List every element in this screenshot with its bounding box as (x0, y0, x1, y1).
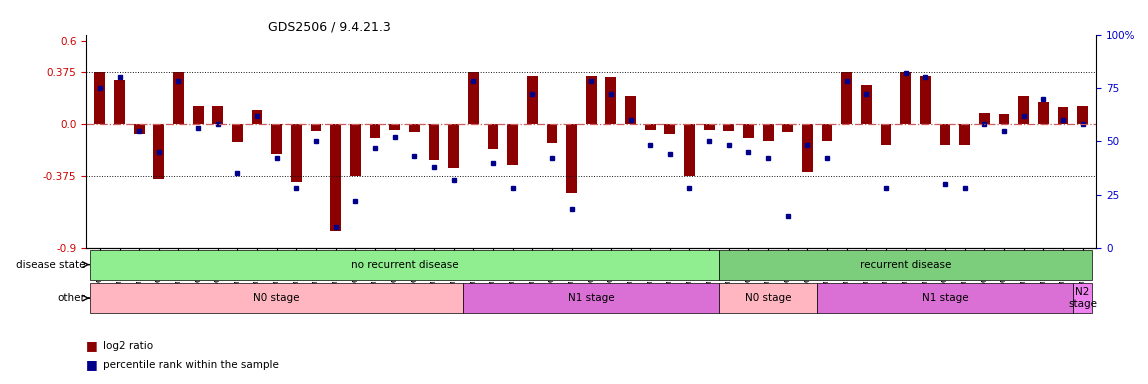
Bar (802, 124, 813, 172)
Text: disease state: disease state (16, 260, 86, 270)
Text: N0 stage: N0 stage (745, 293, 791, 303)
Bar (1057, 108, 1069, 124)
Bar (134, 124, 145, 134)
Bar (350, 124, 360, 176)
Bar (900, 72, 912, 124)
Bar (782, 124, 793, 132)
Bar (1038, 102, 1048, 124)
Bar (173, 72, 184, 124)
Bar (1018, 96, 1029, 124)
Bar (723, 124, 735, 131)
Bar (464, 283, 719, 313)
Bar (881, 124, 892, 145)
Bar (605, 77, 616, 124)
Bar (719, 250, 1093, 280)
Text: other: other (57, 293, 86, 303)
Text: ■: ■ (86, 339, 98, 352)
Bar (370, 124, 380, 138)
Text: ■: ■ (86, 358, 98, 371)
Text: N2
stage: N2 stage (1068, 287, 1097, 309)
Bar (704, 124, 714, 129)
Bar (311, 124, 321, 131)
Text: GDS2506 / 9.4.21.3: GDS2506 / 9.4.21.3 (267, 20, 390, 33)
Text: N1 stage: N1 stage (568, 293, 614, 303)
Bar (626, 96, 636, 124)
Bar (665, 124, 675, 134)
Bar (114, 80, 125, 124)
Bar (817, 283, 1072, 313)
Bar (507, 124, 518, 165)
Text: no recurrent disease: no recurrent disease (350, 260, 458, 270)
Bar (193, 106, 203, 124)
Bar (428, 124, 440, 160)
Bar (762, 124, 774, 141)
Bar (960, 124, 970, 145)
Bar (331, 124, 341, 231)
Bar (566, 124, 577, 193)
Bar (409, 124, 420, 132)
Bar (251, 110, 263, 124)
Bar (920, 76, 931, 124)
Bar (546, 124, 557, 143)
Bar (841, 72, 852, 124)
Bar (585, 76, 597, 124)
Bar (468, 72, 479, 124)
Bar (743, 124, 754, 138)
Text: recurrent disease: recurrent disease (860, 260, 952, 270)
Bar (1072, 283, 1093, 313)
Bar (232, 124, 243, 142)
Bar (90, 250, 719, 280)
Bar (999, 114, 1009, 124)
Bar (939, 124, 951, 145)
Bar (90, 283, 464, 313)
Bar (684, 124, 695, 176)
Bar (212, 106, 223, 124)
Bar (154, 124, 164, 179)
Bar (979, 113, 990, 124)
Bar (527, 76, 537, 124)
Bar (645, 124, 656, 129)
Text: N0 stage: N0 stage (254, 293, 300, 303)
Bar (290, 124, 302, 182)
Bar (389, 124, 401, 129)
Bar (271, 124, 282, 154)
Text: N1 stage: N1 stage (922, 293, 968, 303)
Bar (448, 124, 459, 168)
Bar (719, 283, 817, 313)
Bar (94, 72, 106, 124)
Text: percentile rank within the sample: percentile rank within the sample (103, 360, 279, 370)
Bar (861, 86, 871, 124)
Bar (488, 124, 498, 149)
Bar (822, 124, 832, 141)
Text: log2 ratio: log2 ratio (103, 341, 154, 351)
Bar (1077, 106, 1088, 124)
